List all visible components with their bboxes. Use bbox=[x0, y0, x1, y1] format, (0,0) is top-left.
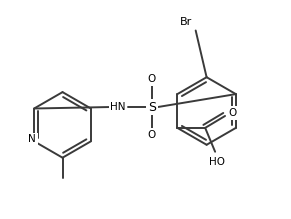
Text: N: N bbox=[28, 134, 36, 144]
Text: O: O bbox=[148, 74, 156, 84]
Text: Br: Br bbox=[180, 17, 192, 26]
Text: S: S bbox=[148, 101, 156, 113]
Text: HO: HO bbox=[209, 157, 225, 167]
Text: HN: HN bbox=[110, 102, 126, 112]
Text: O: O bbox=[228, 108, 236, 118]
Text: O: O bbox=[148, 130, 156, 140]
